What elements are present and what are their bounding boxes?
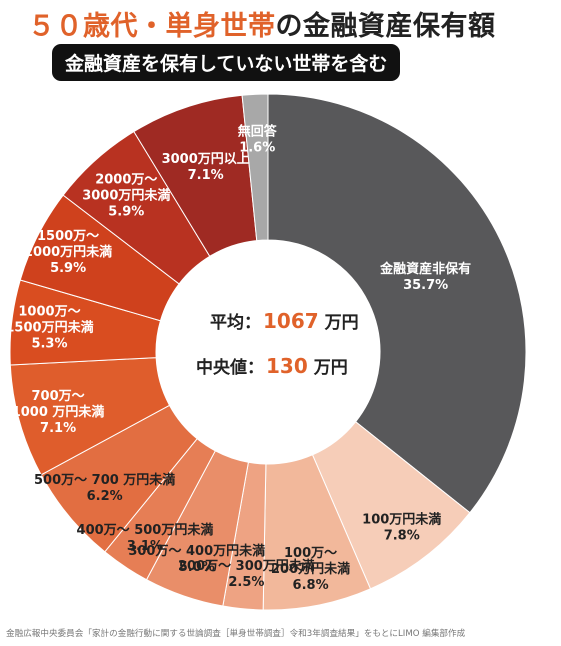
label-300-400-line-1: 300万～ 400万円未満	[128, 543, 265, 559]
median-value: 130	[266, 354, 308, 378]
label-1000-1500: 1000万～ 1500万円未満 5.3%	[5, 304, 93, 351]
label-no-assets-line-1: 金融資産非保有	[379, 261, 471, 277]
label-400-500: 400万～ 500万円未満 3.1%	[77, 522, 214, 554]
label-700-1000-line-3: 7.1%	[40, 421, 76, 436]
center-median: 中央値： 130 万円	[196, 354, 348, 378]
source-note: 金融広報中央委員会「家計の金融行動に関する世論調査［単身世帯調査］令和3年調査結…	[6, 629, 466, 639]
chart-title-rest: の金融資産保有額	[275, 11, 496, 42]
label-3000-plus-line-1: 3000万円以上	[162, 152, 250, 167]
label-no-answer-line-2: 1.6%	[239, 140, 275, 155]
chart-title-highlight: ５０歳代・単身世帯	[28, 11, 276, 42]
label-1000-1500-line-2: 1500万円未満	[5, 319, 93, 335]
average-unit: 万円	[324, 313, 359, 333]
label-400-500-line-1: 400万～ 500万円未満	[77, 522, 214, 538]
median-label: 中央値：	[196, 357, 264, 378]
label-under-100-line-1: 100万円未満	[362, 512, 441, 528]
label-100-200-line-2: 200万円未満	[271, 561, 350, 577]
label-1500-2000-line-3: 5.9%	[50, 261, 86, 276]
label-500-700: 500万～ 700 万円未満 6.2%	[34, 472, 175, 504]
label-3000-plus: 3000万円以上 7.1%	[162, 152, 250, 183]
label-2000-3000-line-3: 5.9%	[108, 204, 144, 219]
label-3000-plus-line-2: 7.1%	[188, 168, 224, 183]
label-2000-3000-line-1: 2000万～	[95, 172, 157, 187]
label-700-1000-line-1: 700万～	[32, 389, 85, 404]
label-no-assets-line-2: 35.7%	[403, 278, 448, 293]
average-value: 1067	[263, 309, 319, 333]
median-unit: 万円	[313, 358, 348, 378]
label-700-1000-line-2: 1000 万円未満	[12, 404, 105, 420]
label-400-500-line-2: 3.1%	[127, 539, 163, 554]
chart-title: ５０歳代・単身世帯の金融資産保有額	[28, 4, 496, 43]
center-summary: 平均： 1067 万円 中央値： 130 万円	[196, 309, 359, 378]
subtitle-badge: 金融資産を保有していない世帯を含む	[52, 44, 401, 81]
center-average: 平均： 1067 万円	[210, 309, 359, 333]
label-no-answer: 無回答 1.6%	[238, 123, 278, 155]
donut-slices	[9, 93, 527, 611]
label-500-700-line-1: 500万～ 700 万円未満	[34, 472, 175, 488]
label-1500-2000-line-2: 2000万円未満	[24, 244, 112, 260]
label-700-1000: 700万～ 1000 万円未満 7.1%	[12, 389, 105, 436]
label-200-300-line-2: 2.5%	[228, 575, 264, 590]
label-100-200-line-1: 100万～	[284, 546, 337, 561]
label-300-400: 300万～ 400万円未満 5.0%	[128, 543, 265, 575]
label-2000-3000: 2000万～ 3000万円未満 5.9%	[82, 172, 170, 219]
label-no-assets: 金融資産非保有 35.7%	[379, 261, 471, 293]
label-100-200-line-3: 6.8%	[293, 578, 329, 593]
label-no-answer-line-1: 無回答	[238, 123, 278, 139]
label-200-300-line-1: 200万～ 300万円未満	[178, 558, 315, 574]
label-under-100: 100万円未満 7.8%	[362, 512, 441, 544]
label-100-200: 100万～ 200万円未満 6.8%	[271, 546, 350, 593]
average-label: 平均：	[210, 312, 261, 333]
label-2000-3000-line-2: 3000万円未満	[82, 187, 170, 203]
label-1000-1500-line-3: 5.3%	[31, 336, 67, 351]
label-1000-1500-line-1: 1000万～	[18, 304, 80, 319]
label-under-100-line-2: 7.8%	[384, 529, 420, 544]
donut-hole	[156, 240, 380, 464]
label-1500-2000: 1500万～ 2000万円未満 5.9%	[24, 229, 112, 276]
label-300-400-line-2: 5.0%	[179, 560, 215, 575]
label-200-300: 200万～ 300万円未満 2.5%	[178, 558, 315, 590]
slice-labels: 金融資産非保有 35.7%100万円未満 7.8%100万～ 200万円未満 6.8%2…	[5, 123, 471, 593]
label-500-700-line-2: 6.2%	[87, 489, 123, 504]
label-1500-2000-line-1: 1500万～	[37, 229, 99, 244]
